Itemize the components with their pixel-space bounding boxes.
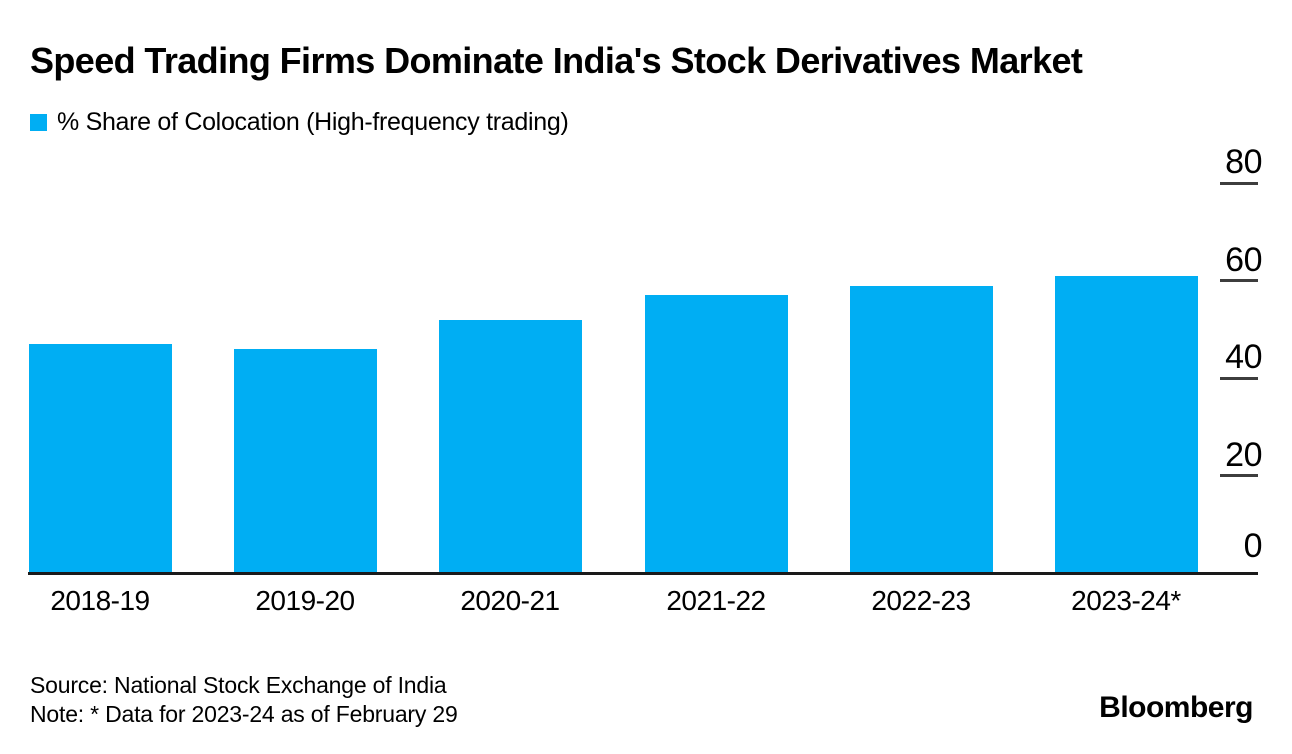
bloomberg-logo: Bloomberg — [1099, 691, 1253, 724]
bar-2021-22 — [644, 295, 788, 574]
y-tick-label-60: 60 — [1225, 240, 1262, 279]
legend-swatch-icon — [30, 114, 47, 131]
y-tick-dash-40 — [1220, 376, 1258, 380]
x-tick-label-2023-24: 2023-24* — [1071, 585, 1181, 616]
x-tick-label-2021-22: 2021-22 — [666, 585, 766, 616]
x-tick-label-2022-23: 2022-23 — [871, 585, 971, 616]
bar-2019-20 — [233, 349, 377, 574]
footnote: Note: * Data for 2023-24 as of February … — [30, 701, 458, 727]
y-tick-label-40: 40 — [1225, 338, 1262, 377]
y-tick-label-20: 20 — [1225, 435, 1262, 474]
chart-legend: % Share of Colocation (High-frequency tr… — [30, 108, 569, 137]
y-tick-label-0: 0 — [1243, 526, 1263, 565]
x-tick-label-2019-20: 2019-20 — [255, 585, 355, 616]
bar-2022-23 — [849, 285, 993, 574]
y-tick-label-80: 80 — [1225, 143, 1262, 182]
x-tick-label-2020-21: 2020-21 — [460, 585, 560, 616]
chart-title: Speed Trading Firms Dominate India's Sto… — [30, 40, 1083, 81]
x-tick-label-2018-19: 2018-19 — [50, 585, 150, 616]
y-tick-dash-80 — [1220, 181, 1258, 185]
source-note: Source: National Stock Exchange of India — [30, 672, 447, 698]
y-tick-dash-60 — [1220, 279, 1258, 283]
y-tick-dash-20 — [1220, 474, 1258, 478]
bar-2023-24 — [1054, 275, 1198, 574]
bar-2018-19 — [28, 344, 172, 574]
bar-2020-21 — [438, 319, 582, 574]
x-axis-line — [28, 572, 1258, 575]
legend-label: % Share of Colocation (High-frequency tr… — [57, 108, 569, 136]
